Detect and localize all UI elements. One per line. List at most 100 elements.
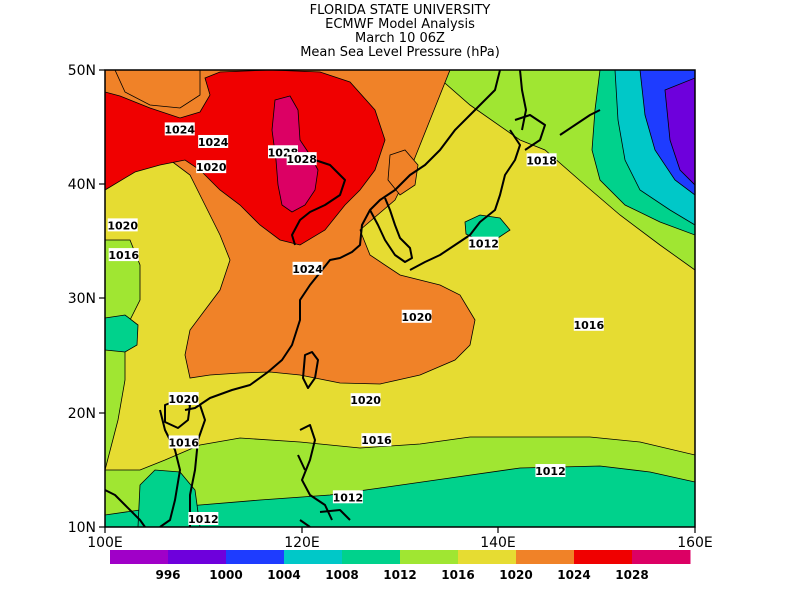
lat-tick-label: 40N: [68, 177, 96, 193]
contour-label-text: 1020: [350, 394, 381, 407]
lon-tick-label: 100E: [87, 535, 123, 551]
contour-label: 1020: [196, 160, 227, 174]
lat-tick-label: 20N: [68, 406, 96, 422]
contour-label-text: 1012: [535, 465, 566, 478]
coast-west-north: [105, 489, 146, 527]
coast-taiwan: [302, 351, 319, 389]
contour-label-text: 1018: [526, 154, 557, 167]
coast-mainland: [184, 70, 501, 411]
contour-label-box: [468, 236, 499, 250]
title-line-4: Mean Sea Level Pressure (hPa): [300, 45, 500, 60]
coast-indochina: [159, 404, 206, 527]
band-1020-1024-blob: [387, 149, 419, 196]
lon-tick-label: 160E: [677, 535, 713, 551]
contour-label: 1018: [526, 153, 557, 167]
contour-label-box: [168, 392, 199, 406]
filled-contours: [105, 70, 695, 527]
coast-korea: [369, 197, 413, 263]
lat-tick-label: 50N: [68, 63, 96, 79]
colorbar-swatch: [110, 550, 169, 564]
contour-label-box: [292, 261, 323, 275]
lat-tick-label: 30N: [68, 291, 96, 307]
colorbar-swatch: [226, 550, 285, 564]
contour-label-text: 1020: [401, 311, 432, 324]
coast-sakhalin: [519, 70, 527, 131]
contour-label-text: 1024: [292, 263, 323, 276]
colorbar-label: 1016: [441, 568, 474, 582]
contour-label: 1012: [535, 464, 566, 478]
colorbar-label: 1012: [383, 568, 416, 582]
contour-label-text: 1024: [198, 136, 229, 149]
contour-label: 1012: [332, 490, 364, 504]
contour-label: 1016: [361, 433, 392, 447]
contour-label: 1020: [350, 393, 381, 407]
contour-label-text: 1020: [168, 393, 199, 406]
colorbar-label: 1020: [499, 568, 532, 582]
colorbar-swatch: [284, 550, 343, 564]
contour-label-box: [108, 248, 139, 262]
coast-bohai: [291, 159, 346, 246]
contour-label: 1024: [198, 134, 229, 149]
coast-visayas: [299, 509, 351, 527]
contour-label-box: [198, 134, 229, 148]
contour-label-box: [535, 464, 566, 478]
colorbar-label: 1028: [615, 568, 648, 582]
contour-label: 1016: [168, 435, 199, 449]
title-line-2: ECMWF Model Analysis: [325, 17, 475, 32]
band-1024-1028-west: [105, 70, 386, 246]
contour-label-box: [361, 433, 392, 447]
colorbar-label: 996: [155, 568, 180, 582]
lat-axis: 50N 40N 30N 20N 10N: [68, 63, 105, 536]
colorbar-swatch: [400, 550, 459, 564]
contour-label-text: 1016: [573, 319, 604, 332]
contour-label-text: 1016: [108, 249, 139, 262]
contour-label: 1024: [164, 122, 195, 136]
colorbar-label: 1024: [557, 568, 590, 582]
band-1008-1012-west-blob: [105, 314, 139, 353]
colorbar-label: 1004: [267, 568, 300, 582]
colorbar-swatch: [458, 550, 517, 564]
contour-label: 1012: [188, 512, 219, 526]
contour-label-box: [332, 490, 363, 504]
contour-label: 1012: [468, 236, 499, 251]
contour-label-box: [168, 435, 199, 449]
contour-label-text: 1028: [286, 153, 317, 166]
contour-label-box: [573, 317, 604, 331]
contour-label: 1024: [292, 261, 323, 276]
colorbar-swatch: [342, 550, 401, 564]
contour-label-text: 1024: [164, 123, 195, 136]
colorbar-swatch: [168, 550, 227, 564]
contour-label-box: [286, 152, 317, 166]
contour-label-text: 1020: [107, 219, 138, 232]
contour-label-text: 1012: [188, 513, 219, 526]
colorbar: 996 1000 1004 1008 1012 1016 1020 1024 1028: [110, 550, 691, 582]
title-line-1: FLORIDA STATE UNIVERSITY: [310, 3, 491, 18]
band-1020-1024-notch: [114, 70, 201, 109]
contour-label: 1020: [168, 392, 199, 406]
contour-label: 1016: [108, 248, 139, 262]
coast-sea-of-okhotsk-islands: [559, 109, 601, 136]
band-996-1000: [664, 77, 695, 186]
contour-label-box: [401, 309, 432, 323]
colorbar-swatch: [632, 550, 691, 564]
band-1008-1012-japan: [464, 214, 511, 241]
contour-label-text: 1020: [196, 161, 227, 174]
contour-label-text: 1016: [361, 434, 392, 447]
contour-label-box: [526, 153, 557, 167]
lat-tick-label: 10N: [68, 520, 96, 536]
lon-tick-label: 140E: [480, 535, 516, 551]
contour-label-text: 1012: [333, 491, 364, 504]
contour-label: 1020: [107, 218, 138, 232]
contour-label-box: [107, 218, 138, 232]
contour-label: 1016: [573, 317, 604, 332]
contour-label-box: [196, 160, 227, 174]
contour-label-box: [164, 122, 195, 136]
contour-label-text: 1016: [168, 436, 199, 449]
colorbar-label: 1000: [209, 568, 242, 582]
lon-tick-label: 120E: [284, 535, 320, 551]
contour-label-box: [188, 512, 219, 526]
contour-labels: 1024102410281028102010201016102410181012…: [107, 122, 604, 526]
colorbar-swatch: [516, 550, 575, 564]
